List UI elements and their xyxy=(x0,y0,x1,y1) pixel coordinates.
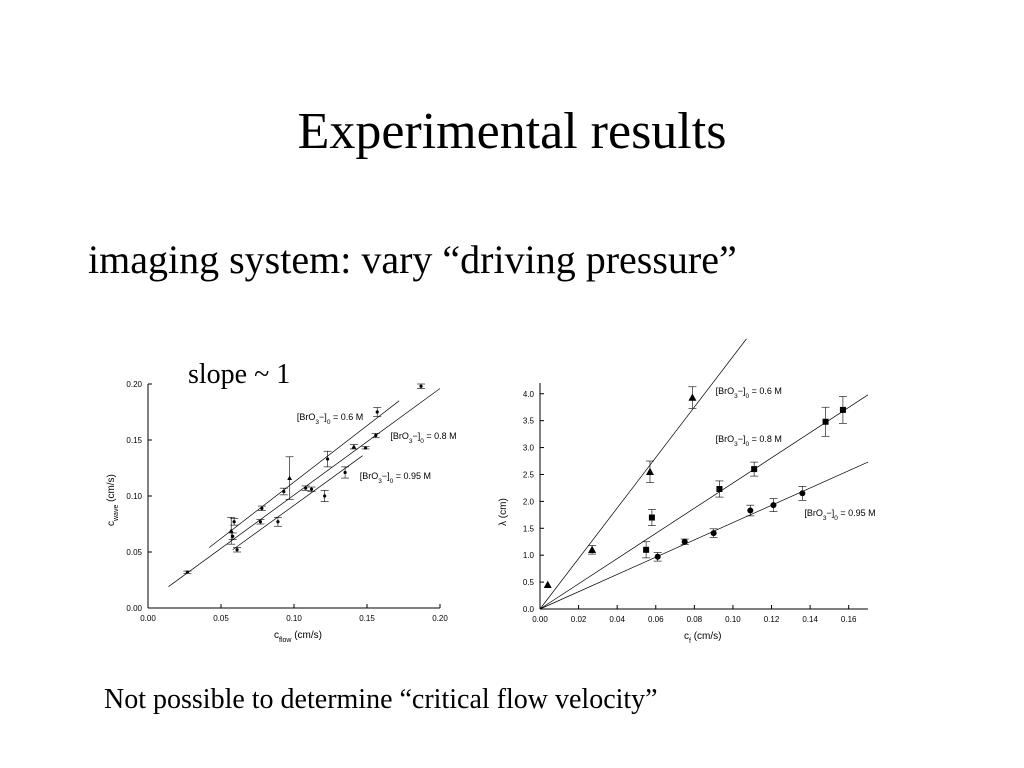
y-tick-label: 0.20 xyxy=(126,380,142,389)
data-point xyxy=(648,514,655,521)
data-point xyxy=(751,466,758,473)
x-tick-label: 0.15 xyxy=(359,614,375,623)
data-point xyxy=(374,433,378,438)
slide-title: Experimental results xyxy=(297,103,727,160)
x-tick-label: 0.00 xyxy=(532,615,548,624)
x-tick-label: 0.04 xyxy=(609,615,625,624)
y-tick-label: 3.0 xyxy=(523,444,535,453)
slope-annotation: slope ~ 1 xyxy=(188,359,291,390)
y-tick-label: 3.5 xyxy=(523,417,535,426)
data-point xyxy=(681,538,688,545)
data-point xyxy=(645,467,654,475)
data-point xyxy=(799,490,806,497)
data-point xyxy=(543,580,552,588)
legend-label-series-0: [BrO3−]0 = 0.6 M xyxy=(297,412,363,426)
legend-label-series-2: [BrO3−]0 = 0.95 M xyxy=(360,471,431,485)
y-tick-label: 0.05 xyxy=(126,548,142,557)
chart-cwave-vs-cflow: 0.00 0.05 0.10 0.15 0.20 0.00 0.05 0.10 0.15 0.20… xyxy=(106,380,457,644)
data-point xyxy=(839,406,846,413)
data-point xyxy=(343,470,347,475)
data-point xyxy=(232,520,236,524)
y-tick-label: 1.5 xyxy=(523,524,535,533)
data-point xyxy=(287,475,293,480)
legend-label-series-1: [BrO3−]0 = 0.8 M xyxy=(716,434,782,448)
y-tick-label: 0.5 xyxy=(523,578,535,587)
data-point xyxy=(747,507,754,514)
x-tick-label: 0.10 xyxy=(725,615,741,624)
x-tick-label: 0.10 xyxy=(286,614,302,623)
x-axis-title: cflow (cm/s) xyxy=(274,630,322,644)
x-tick-label: 0.00 xyxy=(140,614,156,623)
chart-wavelength-vs-cf: 0.00 0.02 0.04 0.06 0.08 0.10 0.12 0.14 0.16 0.0 0… xyxy=(498,338,876,645)
data-point xyxy=(375,410,379,414)
data-point xyxy=(228,528,234,533)
fit-line-series-0 xyxy=(539,338,747,610)
y-tick-label: 2.5 xyxy=(523,470,535,479)
x-tick-label: 0.14 xyxy=(802,615,818,624)
data-point xyxy=(654,553,661,560)
data-point xyxy=(351,444,357,449)
data-point xyxy=(260,506,264,510)
y-tick-label: 0.0 xyxy=(523,605,535,614)
fit-line-series-1 xyxy=(209,400,400,548)
x-tick-label: 0.02 xyxy=(571,615,587,624)
data-point xyxy=(235,548,239,552)
legend-label-series-2: [BrO3−]0 = 0.95 M xyxy=(804,508,875,522)
data-point xyxy=(304,486,308,490)
fit-line-series-2 xyxy=(232,455,363,551)
y-tick-label: 0.15 xyxy=(126,436,142,445)
data-point xyxy=(419,384,423,388)
y-tick-label: 1.0 xyxy=(523,551,535,560)
x-tick-label: 0.06 xyxy=(648,615,664,624)
data-point xyxy=(309,487,314,491)
data-point xyxy=(231,534,235,538)
data-point xyxy=(588,545,597,554)
slide-subtitle: imaging system: vary “driving pressure” xyxy=(88,237,737,282)
data-point xyxy=(716,486,723,493)
data-point xyxy=(710,530,717,537)
y-tick-label: 2.0 xyxy=(523,497,535,506)
legend-label-series-0: [BrO3−]0 = 0.6 M xyxy=(716,386,782,400)
data-point xyxy=(323,494,327,498)
fit-line-series-1 xyxy=(539,394,869,610)
data-point xyxy=(822,418,829,425)
y-axis-title: cwave (cm/s) xyxy=(106,474,120,526)
data-point xyxy=(258,520,263,524)
x-axis-title: cf (cm/s) xyxy=(684,631,722,645)
data-point xyxy=(770,502,777,509)
y-tick-label: 4.0 xyxy=(523,390,535,399)
data-point xyxy=(276,520,280,524)
x-tick-label: 0.16 xyxy=(841,615,857,624)
data-point xyxy=(363,446,368,450)
y-tick-label: 0.00 xyxy=(126,604,142,613)
x-tick-label: 0.12 xyxy=(764,615,780,624)
x-tick-label: 0.08 xyxy=(687,615,703,624)
data-point xyxy=(185,570,190,574)
data-point xyxy=(325,457,330,461)
data-point xyxy=(643,546,650,553)
y-tick-label: 0.10 xyxy=(126,492,142,501)
x-tick-label: 0.20 xyxy=(432,614,448,623)
y-axis-title: λ (cm) xyxy=(498,498,509,526)
data-point xyxy=(688,393,697,401)
x-tick-label: 0.05 xyxy=(213,614,229,623)
legend-label-series-1: [BrO3−]0 = 0.8 M xyxy=(390,431,456,445)
data-point xyxy=(282,489,286,494)
fit-line-series-2 xyxy=(539,461,869,610)
footer-note: Not possible to determine “critical flow… xyxy=(104,684,658,715)
